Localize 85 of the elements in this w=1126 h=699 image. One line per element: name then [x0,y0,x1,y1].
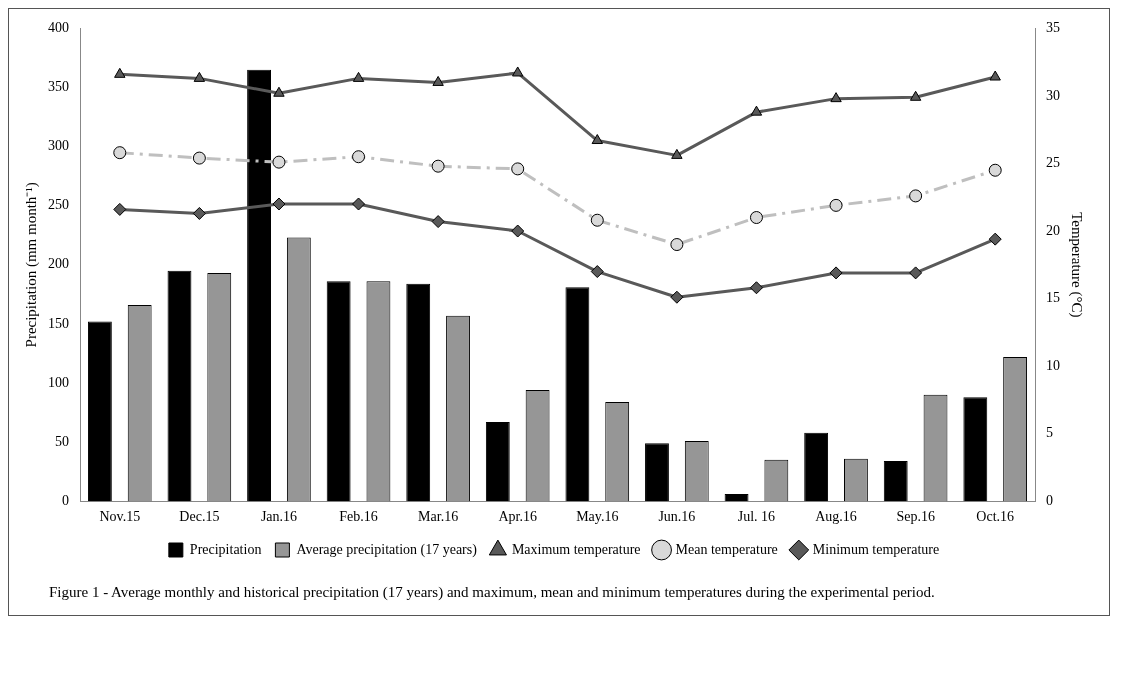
legend-label: Mean temperature [675,541,778,557]
point [272,197,286,211]
y-tick-label: 100 [48,374,69,390]
x-tick-label: May.16 [576,509,619,525]
point [590,265,604,279]
bar [645,443,669,502]
bar [247,69,271,502]
point [591,134,603,145]
point [909,266,923,280]
bar [485,422,510,502]
point [113,202,127,216]
point [352,197,366,211]
point [192,206,206,220]
point [431,159,445,173]
point [829,266,843,280]
y2-tick-label: 30 [1046,87,1060,103]
y-tick-label: 0 [62,492,69,508]
y-tick-label: 300 [48,138,69,154]
point [590,213,604,227]
point [272,155,286,169]
legend-label: Maximum temperature [511,541,641,557]
point [988,163,1002,177]
x-tick-label: Feb.16 [339,509,378,525]
bar [883,461,908,502]
bar [167,270,192,502]
y2-tick-label: 35 [1046,20,1060,36]
x-tick-label: Nov.15 [99,509,141,525]
point [671,148,683,159]
point [193,71,206,82]
bar [406,283,431,502]
bar [87,321,112,502]
y2-tick-label: 10 [1046,357,1060,373]
legend-label: Minimum temperature [812,541,940,557]
x-tick-label: Mar.16 [418,509,459,525]
y2-tick-label: 15 [1046,290,1060,306]
y-tick-label: 200 [48,256,69,272]
x-tick-label: Aug.16 [815,509,857,525]
point [114,67,126,78]
legend-label: Precipitation [189,541,262,557]
point [989,70,1001,81]
bar [963,397,988,502]
y-tick-label: 150 [48,315,69,331]
legend-label: Average precipitation (17 years) [296,541,478,558]
x-tick-label: Apr.16 [498,509,537,525]
x-tick-label: Jun.16 [658,509,696,525]
bar [326,281,351,502]
point [273,86,285,97]
y-axis-title: Precipitation (mm month⁻¹) [22,182,40,348]
y2-axis-title: Temperature (°C) [1068,212,1086,318]
point [512,66,524,77]
point [431,215,445,229]
point [511,224,525,238]
y2-tick-label: 0 [1046,492,1053,508]
point [829,198,843,212]
y-tick-label: 250 [48,197,69,213]
caption: Figure 1 - Average monthly and historical precipitation (17 years) and maximum, mean and minimum temperatures during the experimental period. [48,583,936,602]
point [909,90,922,101]
point [749,281,763,295]
y2-tick-label: 20 [1046,222,1060,238]
point [670,238,684,252]
point [749,211,763,225]
x-tick-label: Dec.15 [179,509,220,525]
x-tick-label: Jul. 16 [737,509,776,525]
point [830,92,842,103]
point [511,162,525,176]
x-tick-label: Oct.16 [976,509,1015,525]
bar [724,494,749,502]
point [113,146,127,160]
bar [565,287,590,502]
point [670,290,684,304]
y2-tick-label: 25 [1046,155,1060,171]
point [352,71,365,82]
point [352,150,366,164]
point [988,232,1002,246]
point [750,105,763,116]
x-tick-label: Jan.16 [260,509,298,525]
y2-tick-label: 5 [1046,425,1053,441]
point [909,189,923,203]
y-tick-label: 350 [48,79,69,95]
x-tick-label: Sep.16 [896,509,935,525]
y-tick-label: 50 [55,433,69,449]
point [432,75,444,86]
point [192,151,206,165]
bar [804,432,829,502]
y-tick-label: 400 [48,20,69,36]
